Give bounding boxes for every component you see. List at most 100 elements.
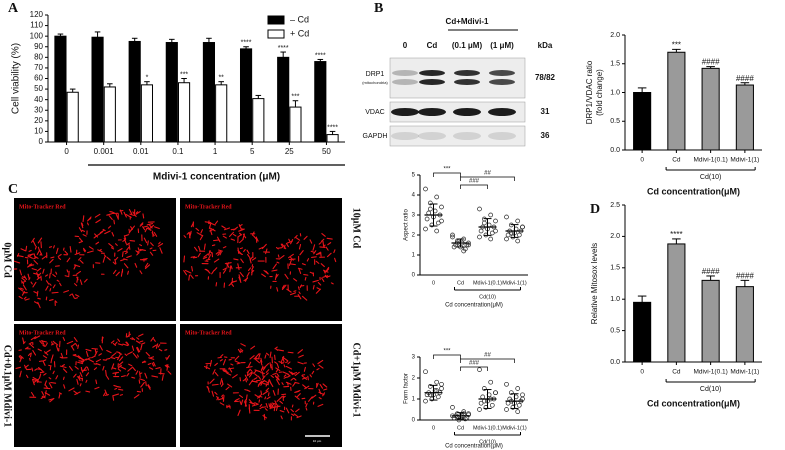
x-tick-label: Mdivi-1(0.1)	[693, 369, 727, 376]
mito-segment	[149, 356, 155, 359]
mito-segment	[44, 349, 51, 354]
mito-segment	[221, 396, 225, 401]
mito-segment	[115, 213, 119, 219]
mito-segment	[246, 271, 250, 277]
mito-segment	[52, 274, 56, 278]
data-point	[488, 379, 494, 385]
mito-segment	[131, 345, 135, 351]
mito-segment	[33, 272, 40, 276]
y-tick-label: 1	[412, 253, 416, 259]
mito-segment	[79, 372, 83, 378]
blot-band	[392, 79, 418, 85]
y-tick-label: 2	[412, 376, 416, 382]
mito-segment	[217, 250, 222, 257]
mito-segment	[239, 271, 244, 278]
mito-segment	[286, 240, 293, 244]
mito-segment	[117, 343, 124, 346]
data-point	[515, 218, 521, 224]
mito-segment	[190, 274, 194, 279]
mito-segment	[85, 372, 90, 377]
mito-segment	[290, 263, 296, 266]
mito-segment	[311, 394, 317, 399]
mito-segment	[237, 234, 242, 238]
mito-segment	[122, 343, 129, 347]
data-point	[450, 405, 455, 410]
mito-segment	[264, 396, 267, 400]
mito-segment	[21, 277, 26, 282]
y-tick-label: 50	[34, 84, 43, 93]
mito-segment	[79, 279, 83, 286]
mito-segment	[228, 358, 232, 361]
mito-segment	[293, 290, 297, 292]
mito-segment	[111, 363, 115, 370]
data-point	[439, 381, 444, 387]
x-tick-label: 50	[322, 147, 331, 156]
data-point	[477, 206, 482, 212]
mito-segment	[21, 276, 26, 279]
mito-segment	[197, 252, 201, 258]
mito-segment	[132, 352, 138, 359]
mito-segment	[69, 293, 72, 297]
mito-segment	[74, 283, 78, 287]
mito-segment	[99, 345, 103, 351]
mito-segment	[304, 385, 310, 390]
mito-segment	[239, 394, 244, 398]
mito-segment	[265, 352, 270, 356]
mito-segment	[281, 284, 285, 289]
x-tick-label: 0.1	[172, 147, 184, 156]
mito-segment	[280, 362, 285, 365]
mito-segment	[296, 241, 300, 245]
mito-segment	[251, 257, 257, 261]
group-label: Cd(10)	[479, 439, 496, 445]
mito-segment	[267, 379, 270, 385]
mito-segment	[237, 263, 240, 271]
mito-segment	[244, 378, 247, 383]
mito-segment	[117, 248, 123, 252]
mito-segment	[131, 366, 136, 372]
mito-segment	[126, 242, 131, 246]
mito-segment	[79, 383, 82, 387]
mito-segment	[78, 237, 83, 242]
mito-segment	[276, 396, 282, 402]
row-label: 10μM Cd	[351, 208, 362, 249]
mito-segment	[98, 353, 102, 356]
mito-segment	[308, 396, 313, 402]
mito-segment	[252, 380, 258, 383]
mito-segment	[131, 376, 136, 379]
mito-segment	[315, 253, 321, 255]
mito-segment	[111, 352, 117, 357]
mito-segment	[268, 403, 271, 408]
mito-segment	[111, 367, 117, 370]
mito-segment	[272, 263, 277, 270]
blot-strip	[389, 57, 526, 99]
mito-segment	[321, 277, 325, 282]
mito-segment	[270, 403, 275, 409]
blot-band	[488, 132, 516, 140]
data-point	[427, 384, 433, 389]
mito-segment	[276, 378, 280, 386]
mito-segment	[270, 375, 274, 378]
mito-segment	[239, 247, 244, 250]
mito-segment	[225, 386, 230, 391]
mito-segment	[166, 355, 170, 361]
mito-segment	[275, 274, 279, 278]
mito-segment	[95, 219, 101, 224]
mito-segment	[50, 256, 55, 259]
y-tick-label: 0	[412, 273, 416, 279]
data-point	[466, 412, 471, 418]
mito-segment	[30, 391, 35, 397]
mito-segment	[130, 225, 136, 232]
mito-segment	[18, 355, 22, 359]
mito-segment	[87, 250, 94, 254]
mito-segment	[221, 225, 226, 229]
mito-segment	[114, 341, 118, 346]
mito-segment	[73, 336, 78, 342]
bar	[103, 86, 116, 143]
mito-segment	[62, 247, 65, 251]
mito-segment	[147, 362, 152, 365]
comparison-bracket	[460, 366, 488, 371]
mito-segment	[135, 370, 139, 375]
mito-segment	[298, 354, 304, 358]
mito-segment	[229, 265, 232, 273]
mito-segment	[85, 357, 91, 361]
